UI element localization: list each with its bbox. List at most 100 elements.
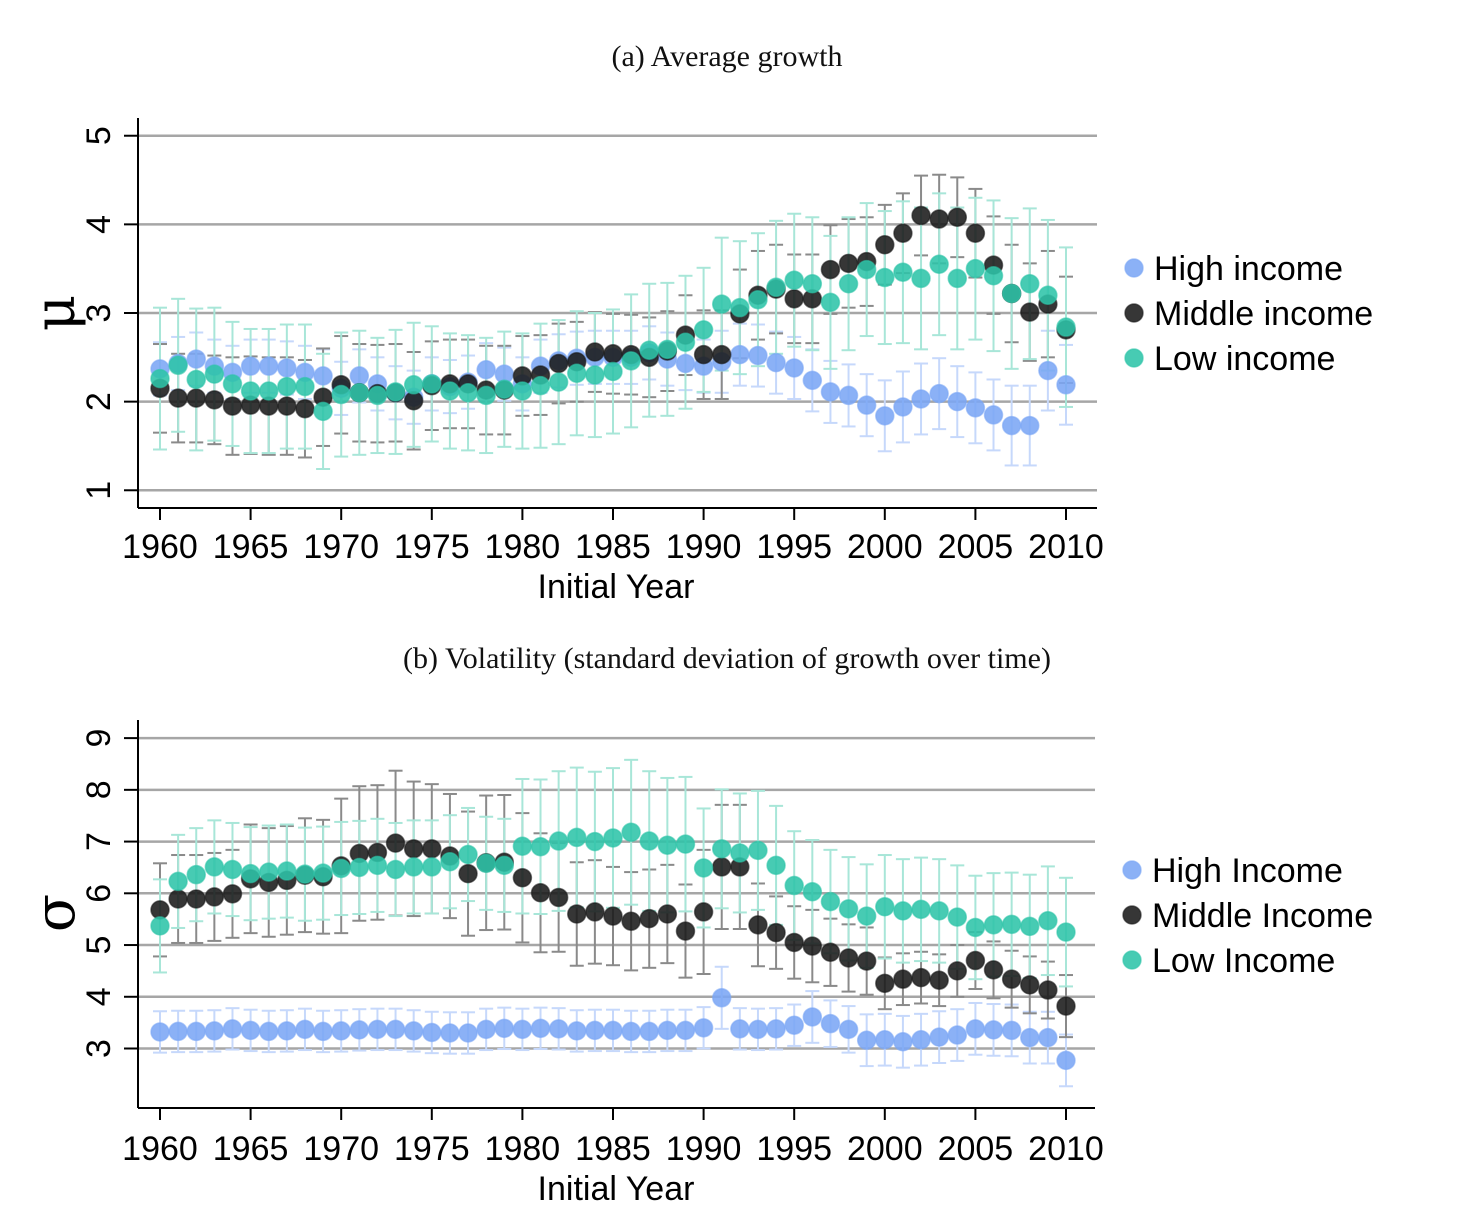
y-tick-label: 6 [80,884,118,903]
data-point-low [277,376,297,397]
data-point-high [929,1027,949,1047]
x-tick-label: 1975 [394,1130,470,1168]
data-point-high [820,382,841,402]
data-point-high [675,1020,696,1041]
data-point-high [440,1023,460,1043]
data-point-high [711,988,732,1008]
x-tick-label: 1960 [122,528,198,566]
data-point-middle [585,902,605,922]
data-point-low [657,339,678,360]
data-point-low [422,857,442,877]
data-point-low [258,381,279,401]
panel-a-legend: High income Middle income Low income [1124,250,1373,378]
points-high [150,988,1076,1071]
data-point-low [385,382,406,402]
data-point-low [367,855,388,876]
legend-marker-low [1124,348,1144,368]
x-tick-label: 1995 [756,528,832,566]
points-low [150,254,1076,422]
data-point-low [168,871,188,892]
legend-label-low: Low Income [1152,942,1335,980]
data-point-high [1056,1050,1076,1071]
data-point-high [567,1021,587,1041]
data-point-high [422,1022,442,1043]
data-point-high [639,1021,659,1042]
data-point-middle [168,889,188,909]
data-point-middle [295,398,315,419]
data-point-high [222,1019,243,1039]
data-point-low [711,294,732,314]
legend-marker-middle [1122,905,1142,925]
data-point-middle [748,915,768,935]
data-point-high [856,395,877,415]
data-point-high [313,1021,333,1042]
data-point-high [186,349,206,369]
data-point-low [530,836,551,857]
data-point-middle [186,388,206,408]
data-point-high [748,345,768,366]
data-point-middle [639,908,659,929]
x-tick-label: 1995 [756,1130,832,1168]
data-point-low [204,857,225,877]
y-tick-label: 3 [80,304,118,323]
data-point-low [548,372,569,392]
data-point-high [766,352,786,373]
data-point-high [1020,415,1040,436]
data-point-low [440,381,460,401]
data-point-middle [875,235,895,255]
data-point-middle [548,887,569,908]
data-point-low [820,292,841,313]
data-point-middle [186,889,206,909]
panel-b-x-ticks: 1960 1965 1970 1975 1980 1985 1990 1995 2000 2005… [122,1108,1104,1168]
legend-marker-high [1124,258,1144,278]
panel-b-y-axis-label: σ [23,894,88,932]
x-tick-label: 1965 [213,528,289,566]
data-point-middle [929,209,949,229]
data-point-low [585,831,605,852]
data-point-middle [1020,975,1040,995]
data-point-low [784,270,804,290]
x-tick-label: 2005 [938,528,1014,566]
data-point-high [802,370,823,391]
data-point-high [893,1032,913,1052]
data-point-high [476,359,496,380]
data-point-high [367,1019,388,1040]
data-point-middle [1056,996,1076,1016]
data-point-high [911,389,931,409]
points-low [150,822,1076,942]
y-tick-label: 7 [80,832,118,851]
data-point-high [295,1019,315,1040]
legend-label-middle: Middle Income [1152,897,1373,935]
data-point-middle [965,950,986,971]
data-point-low [621,822,641,843]
data-point-middle [693,344,714,365]
data-point-high [240,1020,261,1041]
data-point-low [838,274,859,294]
data-point-low [675,332,696,352]
data-point-low [730,297,750,318]
x-tick-label: 2010 [1028,1130,1104,1168]
panel-b-legend: High Income Middle Income Low Income [1122,852,1373,980]
legend-label-low: Low income [1154,340,1335,378]
panel-b-title: (b) Volatility (standard deviation of gr… [403,642,1051,675]
y-tick-label: 8 [80,780,118,799]
data-point-low [802,882,823,902]
data-point-low [784,875,804,896]
data-point-low [875,897,895,917]
data-point-high [983,405,1004,425]
data-point-low [1038,910,1058,931]
data-point-high [748,1019,768,1040]
panel-a-y-axis-label: μ [23,295,88,331]
data-point-high [168,1021,188,1042]
data-point-high [657,1020,678,1041]
data-point-low [856,906,877,926]
data-point-middle [222,884,243,904]
data-point-middle [403,839,424,859]
data-point-low [150,368,170,389]
data-point-low [983,266,1004,286]
data-point-low [349,857,370,878]
data-point-high [838,1019,859,1040]
data-point-low [349,383,370,403]
data-point-middle [893,969,913,989]
